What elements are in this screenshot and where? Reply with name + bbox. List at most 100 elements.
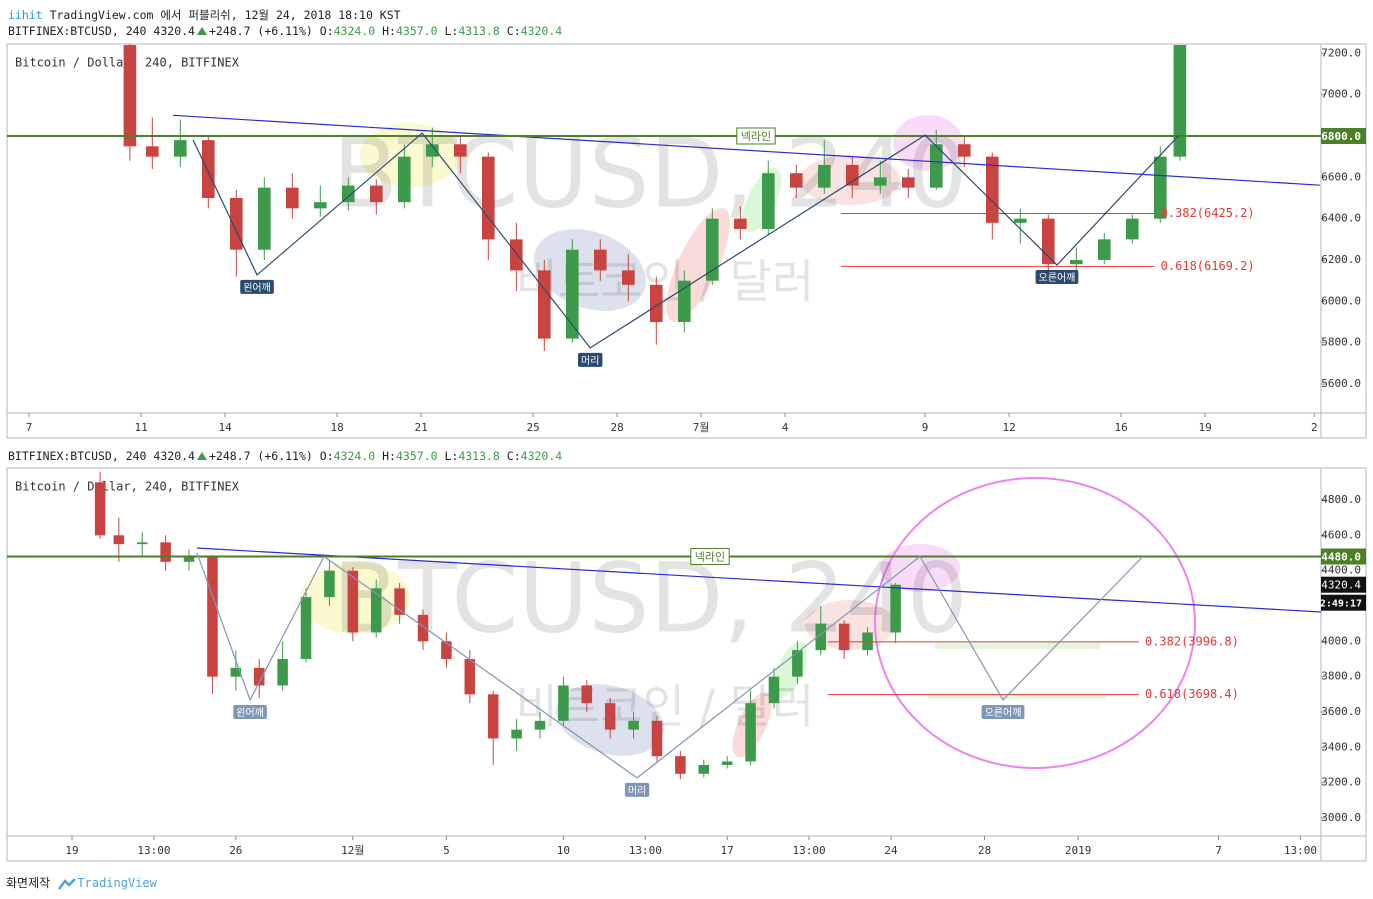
candle-body (985, 156, 999, 223)
neckline-label-box (690, 548, 730, 566)
candle-body (207, 556, 218, 677)
ohlc-label: H: (382, 449, 396, 463)
pattern-label: 오른어깨 (985, 707, 1022, 719)
y-tick-label: 6000.0 (1321, 294, 1361, 307)
x-tick-label: 11 (134, 421, 147, 434)
candle-body (761, 173, 775, 230)
ohlc-label: H: (382, 24, 396, 38)
x-tick-label: 7월 (693, 421, 710, 434)
change: +248.7 (+6.11%) (208, 24, 313, 38)
candle-body (454, 144, 467, 157)
neckline-label-box (736, 127, 776, 145)
candle-body (698, 764, 710, 774)
candle-body (1069, 260, 1083, 265)
candle-body (1097, 239, 1111, 261)
ohlc-value: 4324.0 (333, 449, 376, 463)
candle-body (482, 156, 495, 240)
x-tick-label: 18 (330, 421, 343, 434)
y-tick-label: 3000.0 (1321, 811, 1361, 824)
y-tick-label: 7000.0 (1321, 88, 1361, 101)
candle-body (417, 614, 429, 642)
ohlc-label: C: (506, 449, 521, 463)
watermark: BTCUSD, 240 (332, 542, 967, 654)
candle-body (286, 187, 299, 209)
candle-body (733, 218, 747, 230)
candle-body (253, 667, 265, 686)
x-tick-label: 2 (1311, 421, 1318, 434)
x-tick-label: 13:00 (137, 844, 170, 857)
x-tick-label: 14 (218, 421, 232, 434)
logo (58, 877, 77, 890)
up-icon (196, 452, 207, 460)
candle-body (230, 198, 243, 250)
ohlc-label: O: (319, 449, 334, 463)
countdown-box (1321, 594, 1366, 611)
candle-body (394, 588, 405, 615)
candle-body (675, 756, 686, 774)
candle-body (1013, 218, 1027, 223)
symbol: BITFINEX:BTCUSD, 240 (8, 449, 147, 463)
x-tick-label: 19 (65, 844, 78, 857)
footer-text: 화면제작 (6, 876, 51, 890)
candle-body (1153, 156, 1167, 219)
x-tick-label: 12월 (341, 844, 364, 857)
pattern-label-box (1035, 269, 1079, 284)
candle-body (183, 556, 195, 562)
x-tick-label: 9 (922, 421, 929, 434)
candle-body (258, 187, 271, 250)
panel-frame (6, 467, 1367, 862)
candle-body (510, 239, 523, 271)
last: 4320.4 (153, 24, 195, 38)
y-tick-label: 4600.0 (1321, 528, 1361, 541)
plot-area (123, 44, 1320, 351)
candle-body (160, 542, 171, 562)
candle-body (721, 761, 733, 765)
candle-body (815, 623, 827, 651)
candle-body (342, 185, 355, 203)
candle-body (651, 720, 663, 757)
ohlc-value: 4357.0 (395, 449, 438, 463)
x-tick-label: 10 (557, 844, 570, 857)
fib-label: 0.382(3996.8) (1145, 634, 1239, 648)
pattern-label: 왼어깨 (236, 707, 264, 719)
neckline-price: 6800.0 (1321, 130, 1361, 143)
ohlc-value: 4320.4 (520, 449, 563, 463)
candle-body (677, 280, 691, 323)
panel-header: BITFINEX:BTCUSD, 240 4320.4 +248.7 (+6.11… (8, 24, 562, 38)
pattern-line (196, 552, 1144, 779)
candle-body (1173, 45, 1187, 157)
pattern-label: 왼어깨 (243, 282, 271, 294)
candle-body (277, 658, 288, 686)
candle-body (370, 588, 382, 633)
candle-body (622, 270, 635, 285)
footer: 화면제작 TradingView (6, 874, 157, 891)
candle-body (370, 185, 383, 203)
candle-body (604, 703, 616, 730)
x-tick-label: 19 (1198, 421, 1211, 434)
y-tick-label: 3600.0 (1321, 705, 1361, 718)
ohlc-value: 4324.0 (333, 24, 376, 38)
candle-body (901, 177, 915, 188)
candle-body (398, 156, 411, 203)
y-tick-label: 5800.0 (1321, 336, 1361, 349)
ohlc-label: C: (506, 24, 521, 38)
neckline-price: 4480.0 (1321, 551, 1361, 564)
candle-body (123, 45, 137, 147)
candle-body (230, 667, 242, 677)
ohlc-label: L: (444, 24, 459, 38)
countdown: 02:49:17 (1314, 599, 1362, 610)
ohlc-value: 4357.0 (395, 24, 438, 38)
watermark: BTCUSD, 240 (332, 117, 967, 229)
candle-body (487, 694, 499, 739)
x-tick-label: 28 (610, 421, 623, 434)
pattern-label: 머리 (628, 785, 646, 797)
candle-body (426, 144, 439, 157)
candle-body (957, 144, 971, 157)
x-tick-label: 21 (414, 421, 427, 434)
candle-body (300, 597, 312, 659)
neckline-price-box (1321, 548, 1366, 565)
candle-body (768, 676, 780, 704)
trendline (172, 114, 1320, 186)
candle-body (890, 584, 901, 633)
